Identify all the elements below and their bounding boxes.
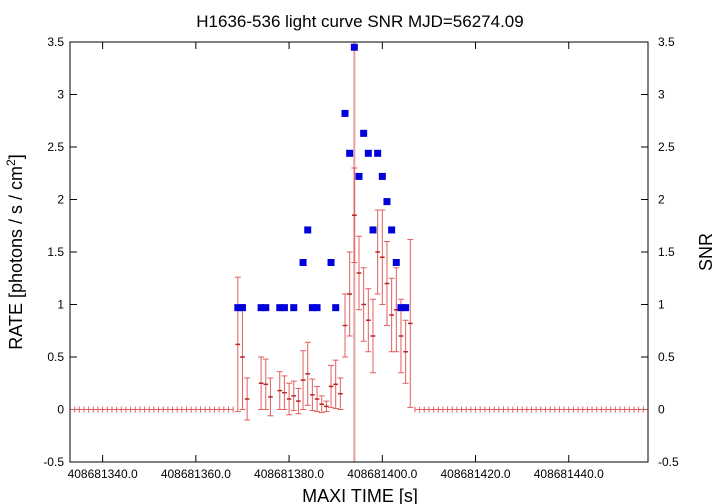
snr-point	[276, 304, 284, 312]
snr-point	[346, 149, 354, 157]
snr-point	[262, 304, 270, 312]
snr-point	[355, 172, 363, 180]
x-tick-labels: 408681340.0 408681360.0 408681380.0 4086814…	[68, 467, 605, 481]
snr-point	[392, 259, 400, 266]
y-tick-label-right: 3.5	[658, 35, 675, 49]
y-tick-label-right: 1.5	[658, 245, 675, 259]
snr-point	[364, 149, 372, 157]
snr-point	[397, 304, 405, 312]
zero-baseline-layer	[69, 406, 649, 413]
y-axis-title-right: SNR	[696, 233, 716, 271]
y-tick-label-left: 0	[57, 403, 64, 417]
y-tick-label-right: 0.5	[658, 350, 675, 364]
snr-point	[388, 226, 396, 234]
snr-point	[299, 259, 307, 266]
plot-frame	[69, 41, 649, 463]
y-tick-labels-right: -0.5 0 0.5 1 1.5 2 2.5 3 3.5	[658, 35, 679, 469]
x-tick-label: 408681380.0	[254, 467, 324, 481]
x-tick-label: 408681420.0	[440, 467, 510, 481]
y-axis-title-main: RATE [photons / s / cm	[6, 166, 26, 350]
y-tick-labels-left: -0.5 0 0.5 1 1.5 2 2.5 3 3.5	[43, 35, 64, 469]
x-tick-label: 408681340.0	[68, 467, 138, 481]
x-axis-title: MAXI TIME [s]	[302, 486, 418, 504]
snr-point	[369, 226, 377, 234]
chart-title: H1636-536 light curve SNR MJD=56274.09	[196, 12, 523, 31]
snr-point	[383, 198, 391, 206]
y-tick-label-right: -0.5	[658, 455, 679, 469]
snr-point	[327, 259, 335, 266]
y-tick-label-right: 1	[658, 298, 665, 312]
snr-point	[313, 304, 321, 312]
snr-series	[234, 43, 410, 312]
y-tick-label-right: 0	[658, 403, 665, 417]
y-tick-label-left: -0.5	[43, 455, 64, 469]
y-axis-title-superscript: 2	[4, 159, 18, 166]
snr-point	[378, 172, 386, 180]
snr-point	[308, 304, 316, 312]
y-tick-label-right: 2	[658, 193, 665, 207]
snr-point	[238, 304, 246, 312]
y-tick-label-left: 1	[57, 298, 64, 312]
snr-point	[290, 304, 298, 312]
x-tick-label: 408681360.0	[161, 467, 231, 481]
snr-point	[332, 304, 340, 312]
y-tick-label-left: 0.5	[47, 350, 64, 364]
x-tick-label: 408681440.0	[534, 467, 604, 481]
snr-point	[341, 109, 349, 117]
x-tick-label: 408681400.0	[347, 467, 417, 481]
snr-point	[304, 226, 312, 234]
rate-series	[234, 167, 414, 421]
snr-point	[280, 304, 288, 312]
y-tick-label-left: 1.5	[47, 245, 64, 259]
snr-point	[402, 304, 410, 312]
y-tick-label-left: 2	[57, 193, 64, 207]
y-tick-label-left: 3.5	[47, 35, 64, 49]
snr-point	[257, 304, 265, 312]
y-tick-label-right: 2.5	[658, 140, 675, 154]
y-axis-title-left: RATE [photons / s / cm2]	[4, 154, 26, 349]
y-tick-label-right: 3	[658, 88, 665, 102]
snr-point	[350, 43, 358, 51]
y-tick-label-left: 2.5	[47, 140, 64, 154]
y-tick-label-left: 3	[57, 88, 64, 102]
y-axis-title-close: ]	[6, 154, 26, 159]
plot-border	[69, 41, 649, 463]
snr-point	[234, 304, 242, 312]
snr-point	[360, 129, 368, 137]
snr-point	[374, 149, 382, 157]
